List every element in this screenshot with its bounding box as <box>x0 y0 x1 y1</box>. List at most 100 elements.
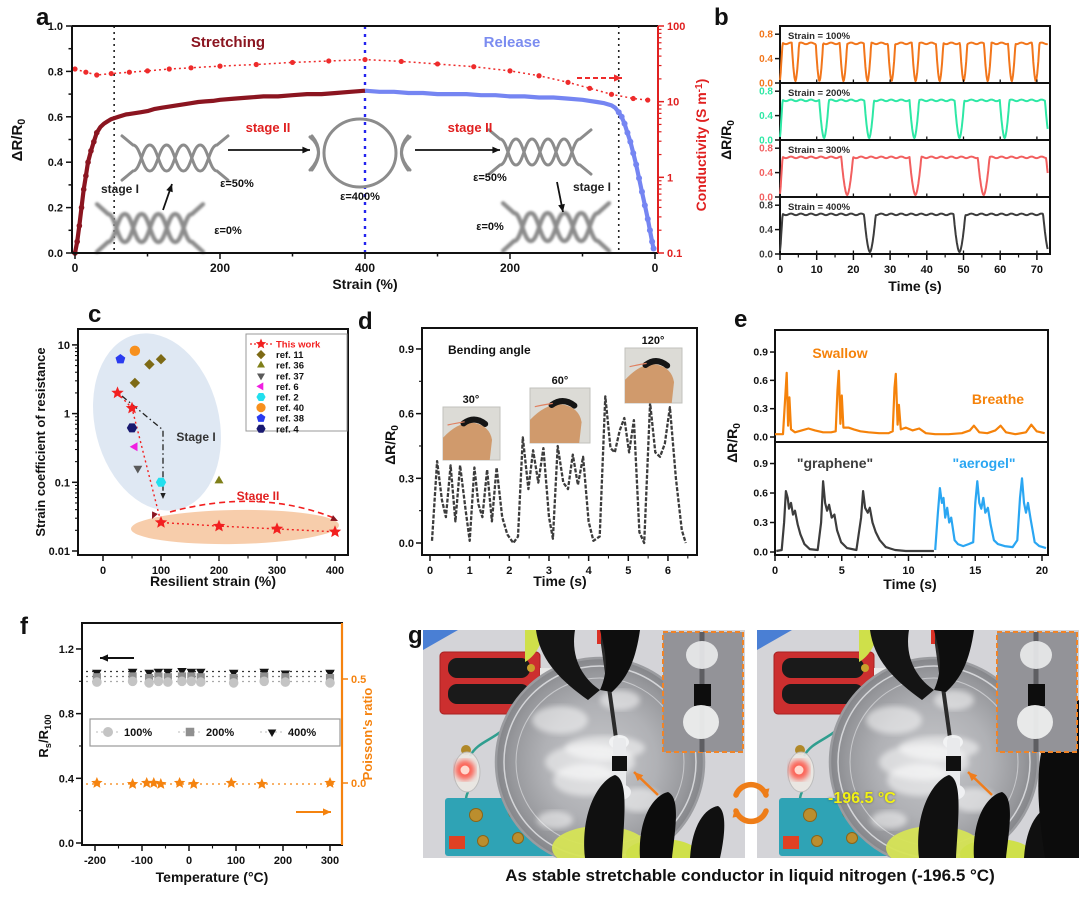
strain-level-label: Strain = 400% <box>788 202 851 213</box>
series-release-point <box>636 175 643 182</box>
y-tick-label: 0.3 <box>753 517 768 529</box>
panel-b: 0.0 0.4 0.8 Strain = 100% 0.0 0.4 0.8 Strain = … <box>718 25 1051 294</box>
eps400-label: ε=400% <box>340 191 380 203</box>
panel-d-label: d <box>358 308 373 335</box>
legend-marker-ref--4 <box>256 424 266 433</box>
y-axis-title: ΔR/R0 <box>382 425 401 465</box>
point-poisson_ratio <box>324 777 336 788</box>
x-tick-label: 5 <box>625 565 631 577</box>
frost <box>934 690 974 710</box>
series-release-point <box>646 227 653 234</box>
y-tick-label: 0.4 <box>759 225 773 236</box>
series-release-point <box>630 150 637 157</box>
point-200% <box>187 672 196 681</box>
series-conductivity-point <box>326 58 332 64</box>
panel-a: 0.0 0.2 0.4 0.6 0.8 1.0 0 200 400 200 0 0.1 1 10 100 St… <box>9 21 709 292</box>
terminal <box>811 835 823 847</box>
photo-inset-30deg-wire <box>447 421 465 426</box>
y-tick-label: 0.8 <box>48 66 63 78</box>
point-This-work <box>125 401 139 414</box>
stage1-region <box>93 333 221 511</box>
inset-frost-bottom <box>1017 705 1053 739</box>
point-400% <box>163 668 173 678</box>
angle-label-30: 30° <box>463 394 480 406</box>
point-poisson_ratio <box>188 778 200 789</box>
stage1-right-label: stage I <box>573 180 611 194</box>
series-200-line <box>779 98 1049 140</box>
photo-1 <box>423 630 745 858</box>
x-tick-label: 300 <box>268 565 286 577</box>
series-release-point <box>649 238 656 245</box>
series-stretching-point <box>85 159 91 165</box>
legend-marker-ref--2 <box>256 393 266 401</box>
y-tick-label: 0.01 <box>49 546 70 558</box>
y-tick-label: 0.3 <box>399 473 414 485</box>
y-tick-label: 0.6 <box>753 488 768 500</box>
fiber-coil-50pct-left <box>120 134 230 182</box>
fiber-coil-50pct-left-strand <box>120 134 230 182</box>
x-tick-label: 2 <box>506 565 512 577</box>
x-tick-label: 1 <box>467 565 473 577</box>
stage2-label: Stage II <box>237 489 280 503</box>
photo-inset-60deg-sensor-band <box>548 398 578 409</box>
graphene-label: "graphene" <box>797 455 873 471</box>
point-200% <box>92 673 101 682</box>
black-glove-finger <box>536 630 600 700</box>
y-tick-label: 0.8 <box>759 144 773 155</box>
legend-label: This work <box>276 340 321 351</box>
x-tick-label: 50 <box>957 264 969 276</box>
point-100% <box>280 677 291 687</box>
point-This-work <box>328 525 342 538</box>
arrow-left-axis <box>100 654 108 662</box>
swallow-label: Swallow <box>812 345 867 361</box>
point-poisson_ratio <box>141 777 153 788</box>
y-tick-label: 0.0 <box>753 547 768 559</box>
point-200% <box>260 672 269 681</box>
arrow-stage2-stretch <box>302 146 310 154</box>
point-200% <box>281 673 290 682</box>
switch <box>449 836 465 849</box>
series-stretching-line <box>72 88 366 254</box>
frost <box>866 706 922 734</box>
point-400% <box>144 669 154 678</box>
point-200% <box>196 673 205 682</box>
y-tick-label: 10 <box>58 340 70 352</box>
point-100% <box>177 676 187 687</box>
eps0-left-label: ε=0% <box>214 225 242 237</box>
legend-label: 200% <box>206 727 234 739</box>
fiber-coil-50pct-right-strand <box>487 128 593 176</box>
stage1-left-label: stage I <box>101 182 139 196</box>
point-100% <box>186 676 197 687</box>
series-conductivity-point <box>362 56 368 63</box>
point-ref--38 <box>115 354 126 364</box>
x-tick-label: 200 <box>210 261 230 275</box>
inset-frost-top <box>1020 641 1052 669</box>
arrow-to-conductivity-axis <box>614 74 622 82</box>
inset-black-band <box>694 684 711 706</box>
terminal <box>477 835 489 847</box>
y-tick-label: 0.0 <box>759 193 773 204</box>
x-axis-title: Time (s) <box>888 278 941 294</box>
y-tick-label: 0.4 <box>759 168 773 179</box>
point-ref--40 <box>129 345 141 357</box>
liquid-nitrogen-temperature: -196.5 °C <box>828 790 896 807</box>
photo-inset-30deg-finger <box>443 422 493 460</box>
x-tick-label: 0 <box>652 261 659 275</box>
x-tick-label: -100 <box>131 855 153 867</box>
point-ref--11 <box>155 354 167 365</box>
recycle-icon <box>761 788 770 798</box>
battery <box>782 684 864 704</box>
y-tick-label: 0.4 <box>59 773 75 785</box>
series-conductivity-point <box>471 64 477 70</box>
series-release-point <box>644 215 651 222</box>
point-ref--6 <box>129 442 138 452</box>
y-tick-right-label: 0.0 <box>351 778 366 790</box>
y-tick-label: 0.6 <box>753 375 768 387</box>
x-tick-label: 0 <box>186 855 192 867</box>
x-tick-label: 0 <box>72 261 79 275</box>
legend-label: ref. 38 <box>276 414 304 425</box>
stretching-label: Stretching <box>191 34 265 51</box>
black-glove-finger <box>690 806 725 858</box>
